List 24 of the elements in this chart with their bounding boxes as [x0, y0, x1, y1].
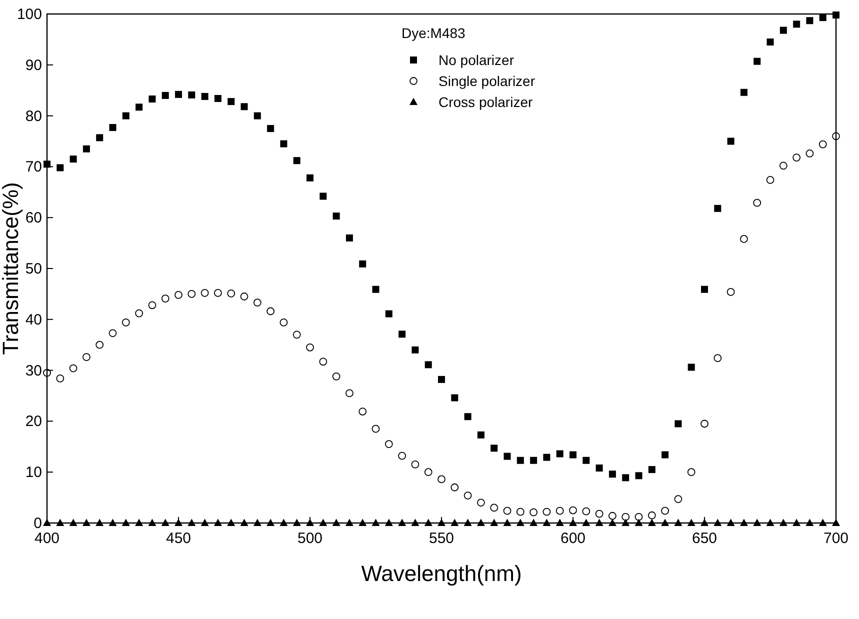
- y-tick-label: 100: [16, 6, 42, 23]
- y-tick-label: 20: [25, 413, 42, 430]
- x-tick-label: 600: [560, 530, 586, 547]
- x-tick-label: 650: [692, 530, 718, 547]
- legend-title: Dye:M483: [402, 25, 466, 41]
- x-tick-label: 500: [297, 530, 323, 547]
- y-tick-label: 0: [34, 515, 42, 532]
- y-tick-label: 60: [25, 210, 42, 227]
- y-tick-label: 80: [25, 108, 42, 125]
- y-axis-title: Transmittance(%): [0, 182, 23, 355]
- legend-label: No polarizer: [438, 52, 514, 68]
- y-tick-label: 90: [25, 56, 42, 74]
- x-axis-title: Wavelength(nm): [361, 561, 522, 586]
- y-tick-label: 40: [25, 311, 42, 328]
- legend-label: Single polarizer: [438, 73, 536, 89]
- legend-label: Cross polarizer: [438, 94, 533, 110]
- x-tick-label: 450: [166, 530, 192, 547]
- x-tick-label: 700: [823, 530, 849, 547]
- y-tick-label: 50: [25, 260, 42, 278]
- x-tick-label: 400: [34, 530, 60, 547]
- x-tick-label: 550: [428, 530, 454, 547]
- y-tick-label: 10: [25, 464, 42, 482]
- y-tick-label: 30: [25, 362, 42, 380]
- y-tick-label: 70: [25, 158, 42, 176]
